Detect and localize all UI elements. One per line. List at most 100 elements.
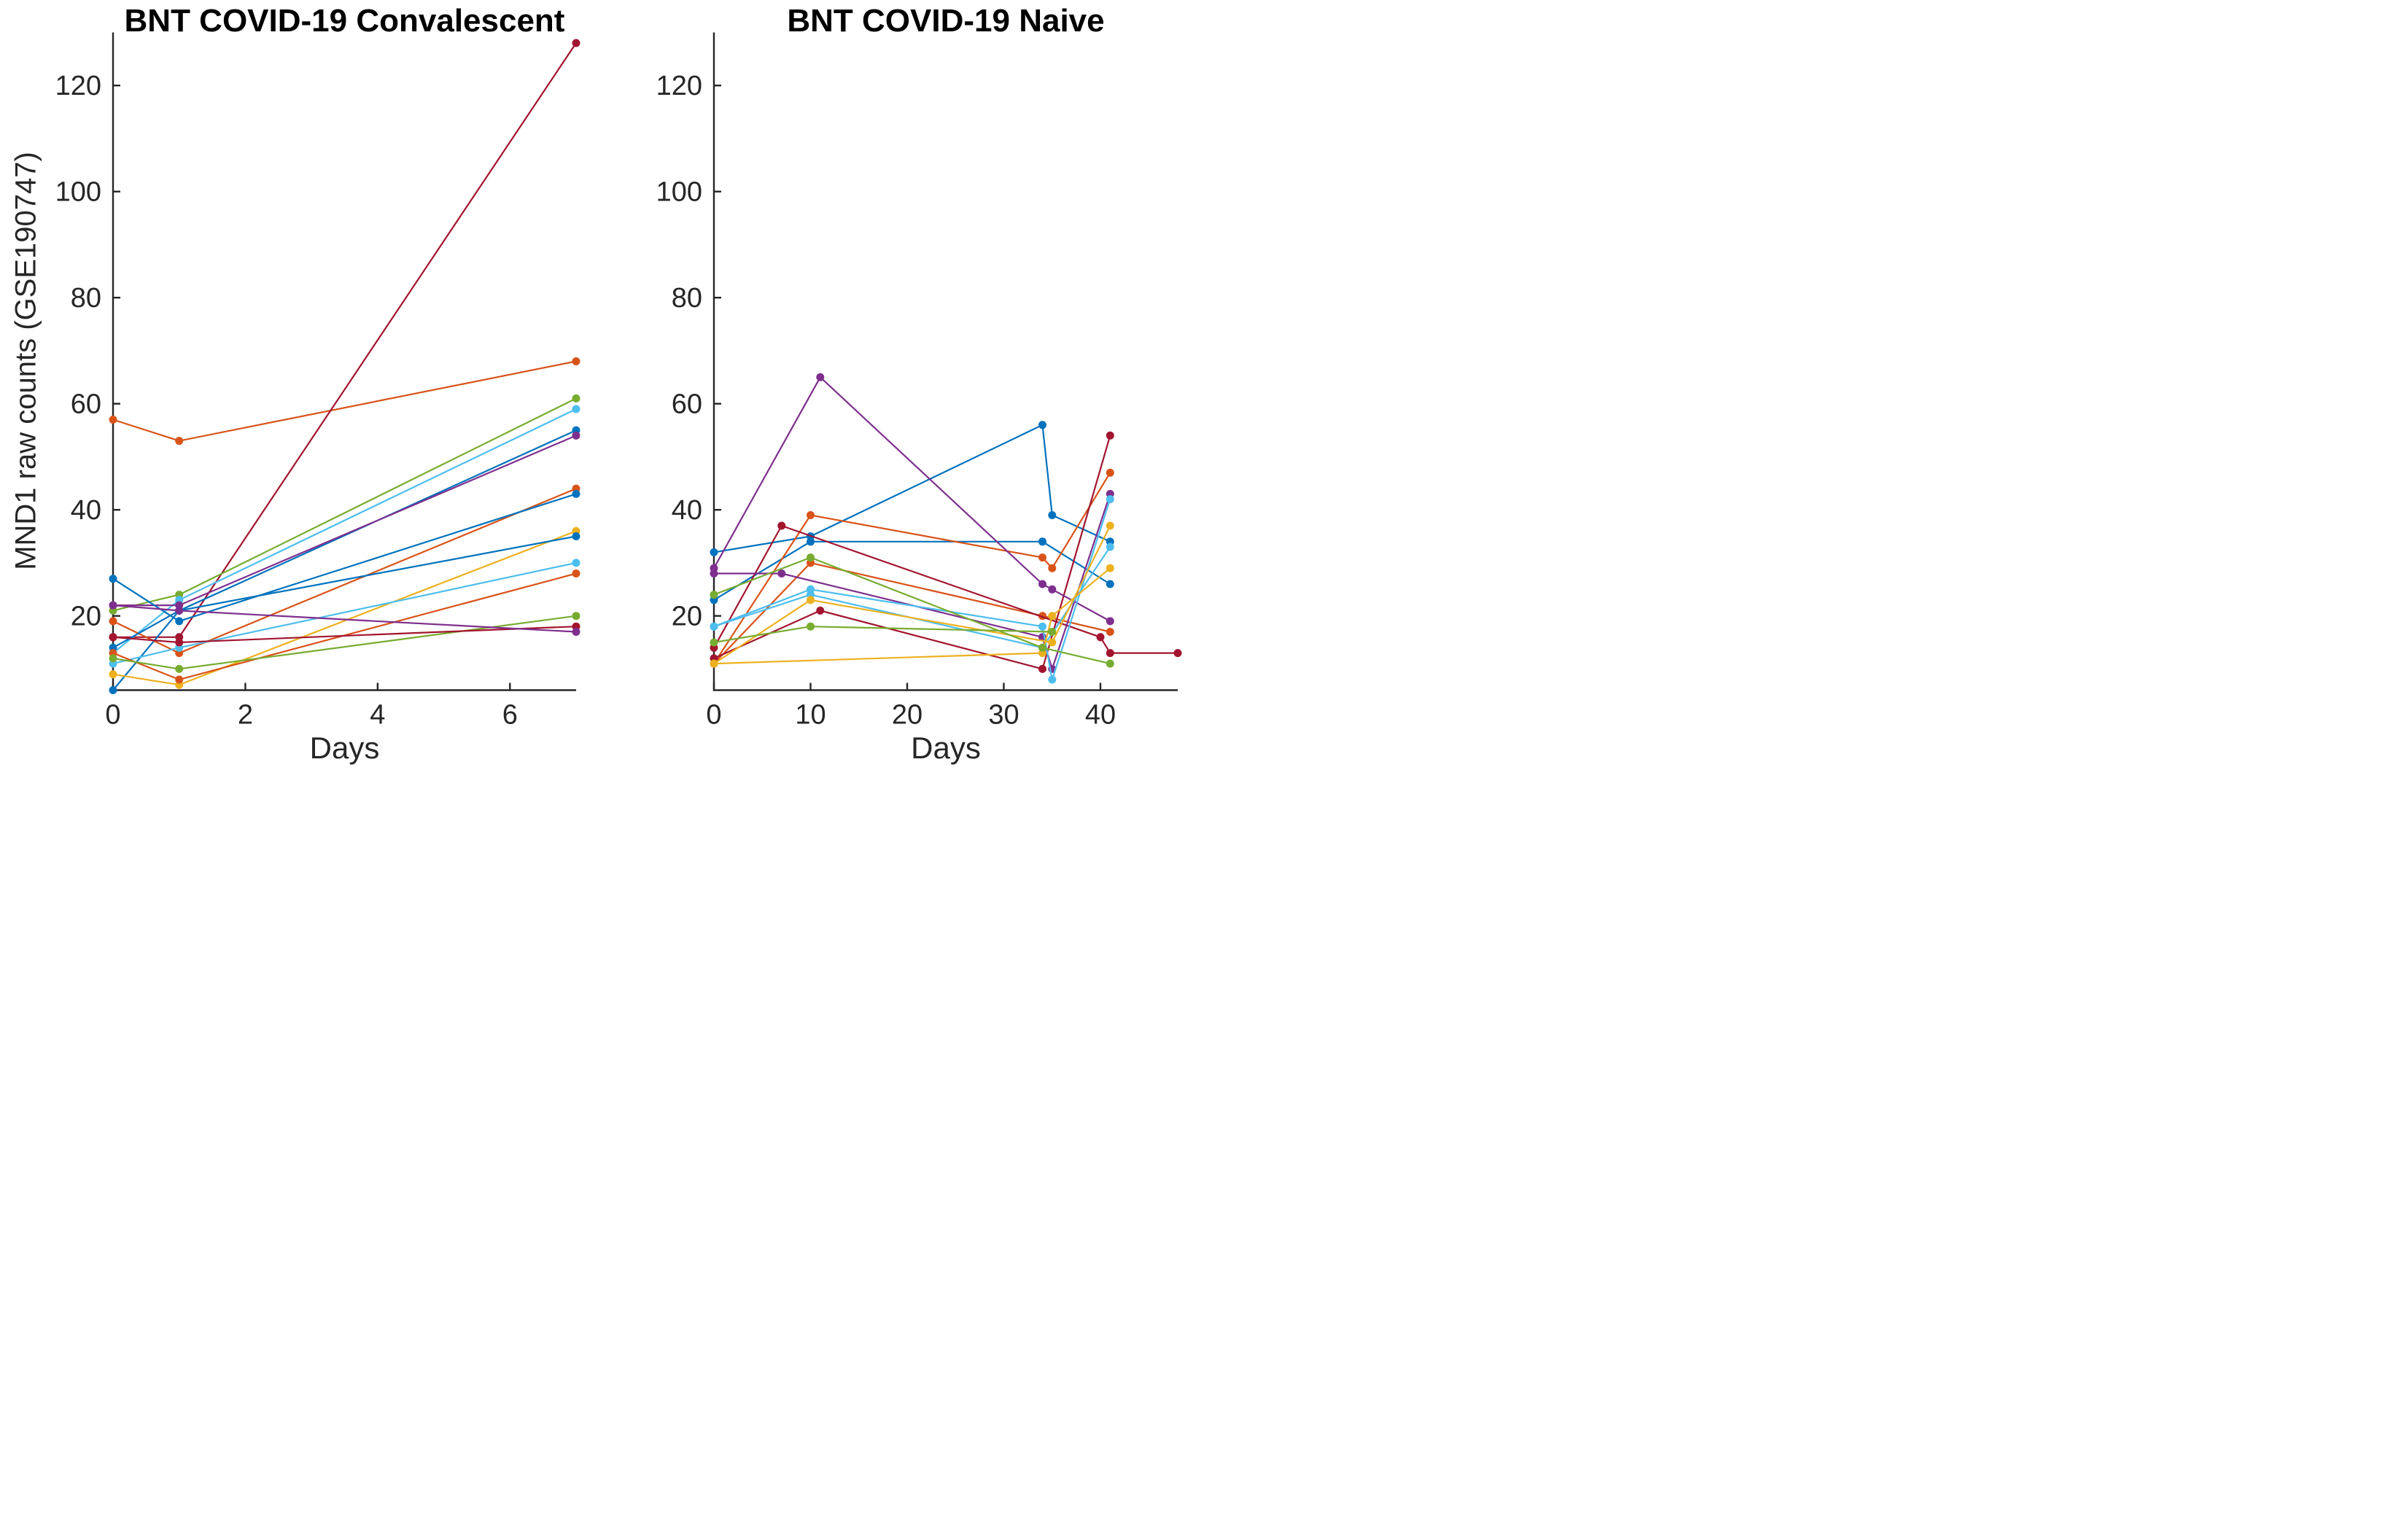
- y-tick-label: 80: [672, 283, 702, 314]
- series-conv-orange-2: [109, 484, 580, 658]
- data-point: [572, 357, 580, 365]
- data-point: [1106, 521, 1114, 530]
- data-point: [175, 664, 184, 673]
- data-point: [1106, 431, 1114, 440]
- data-point: [1106, 495, 1114, 504]
- series-line: [713, 540, 1111, 601]
- series-conv-green-2: [109, 612, 580, 673]
- series-naive-yellow-2: [710, 564, 1114, 668]
- data-point: [816, 373, 825, 381]
- right-x-axis-label: Days: [911, 731, 981, 765]
- data-point: [109, 686, 117, 694]
- series-line: [713, 525, 1111, 665]
- data-point: [710, 591, 718, 599]
- x-tick-label: 4: [370, 700, 385, 731]
- series-naive-green-2: [710, 622, 1057, 647]
- data-point: [710, 638, 718, 647]
- x-tick-label: 2: [238, 700, 253, 731]
- x-tick-label: 6: [502, 700, 518, 731]
- data-point: [1173, 649, 1182, 658]
- y-tick-label: 20: [71, 602, 101, 632]
- series-line: [713, 435, 1111, 670]
- y-tick-label: 60: [71, 389, 101, 420]
- series-conv-blue-2: [109, 489, 580, 626]
- series-naive-darkred-1: [710, 521, 1182, 658]
- data-point: [1048, 628, 1057, 636]
- data-point: [1038, 537, 1046, 546]
- x-tick-label: 0: [105, 700, 120, 731]
- data-point: [1038, 553, 1046, 562]
- data-point: [572, 405, 580, 413]
- series-line: [713, 626, 1052, 644]
- left-x-axis-label: Days: [309, 731, 380, 765]
- data-point: [109, 575, 117, 583]
- data-point: [175, 606, 184, 615]
- data-point: [807, 553, 815, 562]
- data-point: [1048, 675, 1057, 684]
- y-tick-label: 120: [55, 71, 101, 101]
- y-tick-label: 40: [672, 495, 702, 526]
- data-point: [807, 537, 815, 546]
- y-tick-label: 80: [71, 283, 101, 314]
- y-tick-label: 20: [672, 602, 702, 632]
- series-line: [112, 530, 577, 686]
- data-point: [777, 521, 786, 530]
- data-point: [572, 394, 580, 402]
- data-point: [1038, 643, 1046, 652]
- data-point: [572, 569, 580, 578]
- y-tick-label: 120: [656, 71, 702, 101]
- data-point: [572, 559, 580, 567]
- x-tick-label: 30: [988, 700, 1019, 731]
- y-tick-label: 60: [672, 389, 702, 420]
- data-point: [1048, 638, 1057, 647]
- data-point: [1096, 633, 1105, 642]
- chart-canvas: 20 40 60 80 100 120 0 2 4 6 20 40 60 80 100 120 0 10 20 30 4…: [55, 32, 1182, 731]
- y-axis-label: MND1 raw counts (GSE190747): [9, 152, 42, 570]
- series-line: [112, 408, 577, 654]
- data-point: [1048, 585, 1057, 594]
- series-naive-green-1: [710, 553, 1114, 668]
- x-tick-label: 20: [892, 700, 922, 731]
- data-point: [710, 659, 718, 668]
- series-line: [112, 397, 577, 612]
- data-point: [710, 569, 718, 578]
- data-point: [109, 617, 117, 626]
- data-point: [1038, 580, 1046, 588]
- data-point: [1038, 421, 1046, 429]
- data-point: [816, 606, 825, 615]
- data-point: [109, 601, 117, 610]
- left-plot: 20 40 60 80 100 120 0 2 4 6: [55, 32, 580, 731]
- figure: 20 40 60 80 100 120 0 2 4 6 20 40 60 80 100 120 0 10 20 30 4…: [0, 0, 1194, 770]
- right-plot: 20 40 60 80 100 120 0 10 20 30 40: [656, 32, 1182, 731]
- data-point: [572, 532, 580, 540]
- data-point: [109, 670, 117, 679]
- y-tick-label: 100: [656, 177, 702, 208]
- data-point: [572, 39, 580, 47]
- data-point: [1048, 511, 1057, 519]
- x-tick-label: 0: [706, 700, 721, 731]
- data-point: [777, 569, 786, 578]
- data-point: [1038, 664, 1046, 673]
- data-point: [1106, 617, 1114, 626]
- data-point: [1106, 659, 1114, 668]
- y-tick-label: 100: [55, 177, 101, 208]
- data-point: [1106, 564, 1114, 572]
- left-plot-title: BNT COVID-19 Convalescent: [124, 3, 565, 39]
- data-point: [1038, 622, 1046, 631]
- data-point: [572, 489, 580, 498]
- data-point: [710, 548, 718, 556]
- data-point: [175, 617, 184, 626]
- series-naive-darkred-2: [710, 431, 1114, 673]
- data-point: [109, 633, 117, 642]
- series-line: [112, 360, 577, 442]
- data-point: [807, 511, 815, 519]
- data-point: [710, 622, 718, 631]
- data-point: [1106, 468, 1114, 477]
- series-line: [113, 42, 577, 638]
- series-conv-green-1: [109, 394, 580, 615]
- data-point: [109, 416, 117, 424]
- right-plot-title: BNT COVID-19 Naive: [787, 3, 1105, 39]
- series-line: [112, 572, 577, 681]
- series-line: [713, 546, 1111, 649]
- series-conv-purple-2: [109, 601, 580, 636]
